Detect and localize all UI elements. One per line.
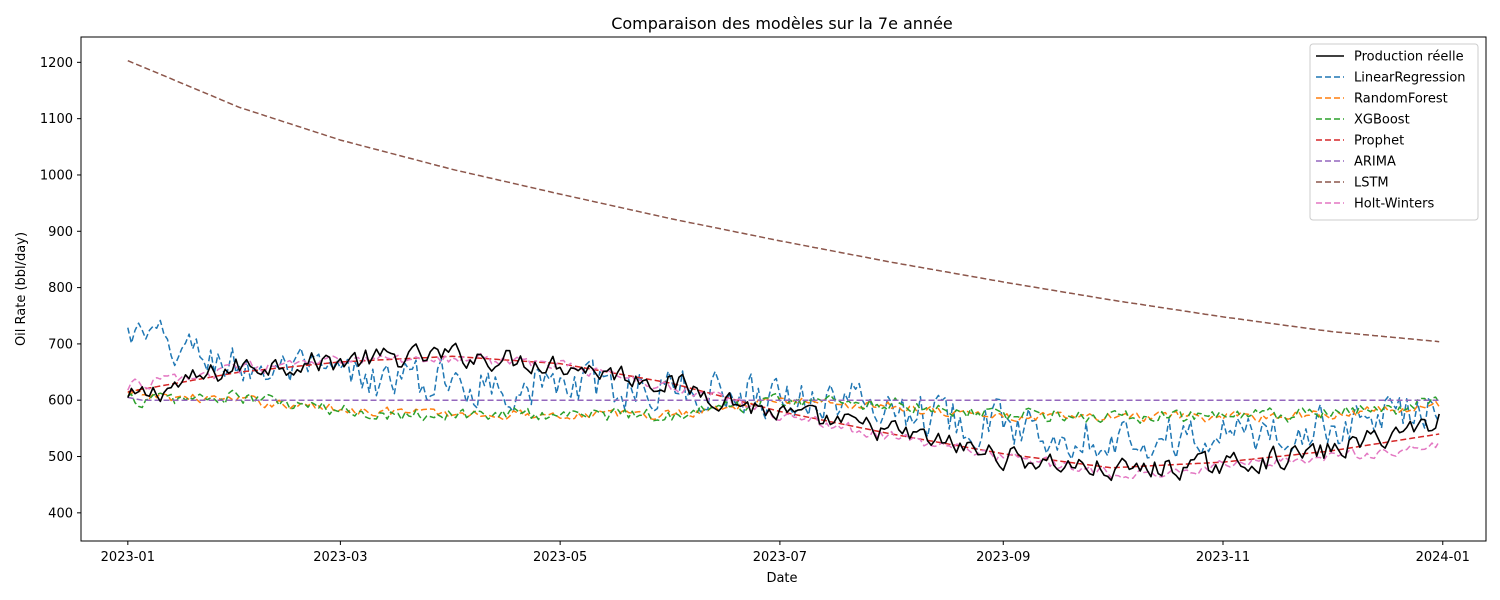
legend-label: Holt-Winters xyxy=(1354,197,1434,212)
x-tick-label: 2024-01 xyxy=(1416,550,1470,565)
series-line-arima xyxy=(127,396,1440,401)
legend-label: Prophet xyxy=(1354,134,1404,149)
y-tick-label: 500 xyxy=(48,450,73,465)
plot-frame xyxy=(80,36,1487,542)
legend-label: ARIMA xyxy=(1354,155,1396,170)
x-axis-label: Date xyxy=(766,571,797,586)
x-tick-label: 2023-07 xyxy=(753,550,807,565)
series-line-lstm xyxy=(127,60,1440,343)
series-line-holt-winters xyxy=(127,352,1440,480)
x-tick-label: 2023-01 xyxy=(101,550,155,565)
legend-label: Production réelle xyxy=(1354,50,1464,65)
legend-label: LSTM xyxy=(1354,176,1389,191)
y-tick-label: 400 xyxy=(48,506,73,521)
x-tick-label: 2023-11 xyxy=(1196,550,1250,565)
series-line-randomforest xyxy=(127,388,1440,423)
y-axis: 400 500 600 700 800 900 1000 1100 1200 xyxy=(40,56,81,521)
y-axis-label: Oil Rate (bbl/day) xyxy=(14,232,29,346)
plot-area xyxy=(127,60,1440,482)
series-line-prophet xyxy=(127,355,1440,469)
x-tick-label: 2023-09 xyxy=(976,550,1030,565)
legend-box xyxy=(1309,43,1479,221)
legend-label: RandomForest xyxy=(1354,92,1448,107)
y-tick-label: 600 xyxy=(48,394,73,409)
legend-label: LinearRegression xyxy=(1354,71,1466,86)
series-line-production-r-elle xyxy=(127,342,1440,482)
y-tick-label: 900 xyxy=(48,225,73,240)
legend: Production réelle LinearRegression RandomF… xyxy=(1309,43,1479,221)
y-tick-label: 1100 xyxy=(40,112,73,127)
x-axis: 2023-01 2023-03 2023-05 2023-07 2023-09 2023-… xyxy=(101,541,1470,565)
legend-label: XGBoost xyxy=(1354,113,1410,128)
y-tick-label: 700 xyxy=(48,337,73,352)
chart-title: Comparaison des modèles sur la 7e année xyxy=(611,14,953,33)
y-tick-label: 800 xyxy=(48,281,73,296)
y-tick-label: 1000 xyxy=(40,168,73,183)
x-tick-label: 2023-05 xyxy=(533,550,587,565)
y-tick-label: 1200 xyxy=(40,56,73,71)
x-tick-label: 2023-03 xyxy=(313,550,367,565)
